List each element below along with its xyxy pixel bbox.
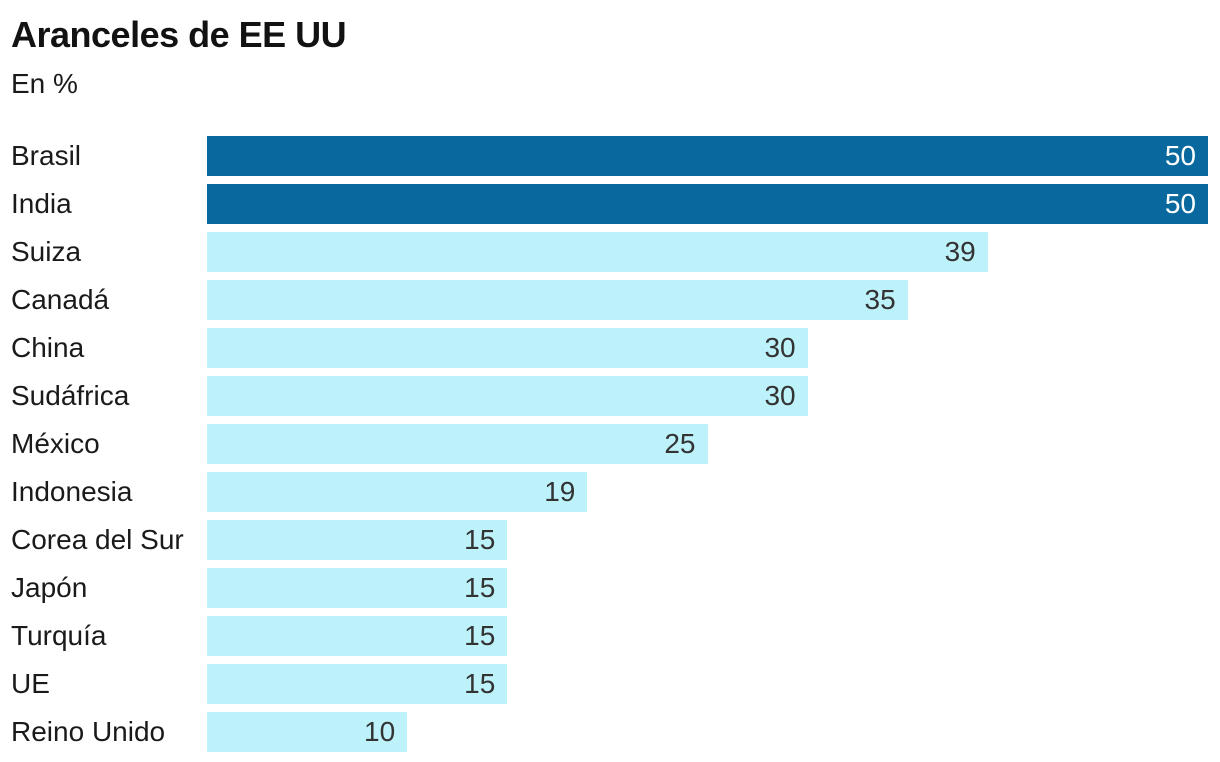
bar-track: 15 [207,616,1208,656]
chart-row: India 50 [0,184,1220,224]
value-label: 19 [544,476,576,507]
category-label: Indonesia [11,476,133,507]
chart-row: Canadá 35 [0,280,1220,320]
value-label: 25 [664,428,696,459]
chart-row: México 25 [0,424,1220,464]
bar-track: 15 [207,568,1208,608]
bar: 35 [207,280,908,320]
value-label: 50 [1164,188,1196,219]
bar: 19 [207,472,588,512]
category-label: Turquía [11,620,107,651]
category-label: India [11,188,72,219]
bar-chart: Brasil 50 India 50 Suiza 39 Canadá 35 China 30 Sud… [0,136,1220,752]
bar-track: 15 [207,664,1208,704]
chart-row: UE 15 [0,664,1220,704]
chart-row: Turquía 15 [0,616,1220,656]
bar: 15 [207,568,508,608]
category-label: Suiza [11,236,82,267]
chart-subtitle: En % [11,68,78,99]
value-label: 15 [464,524,496,555]
value-label: 15 [464,668,496,699]
category-label: México [11,428,100,459]
bar: 50 [207,184,1208,224]
bar: 39 [207,232,988,272]
chart-title: Aranceles de EE UU [11,14,347,55]
category-label: China [11,332,85,363]
chart-row: Japón 15 [0,568,1220,608]
value-label: 39 [944,236,976,267]
chart-row: Corea del Sur 15 [0,520,1220,560]
bar-track: 30 [207,328,1208,368]
bar: 30 [207,376,808,416]
category-label: Canadá [11,284,110,315]
bar: 50 [207,136,1208,176]
value-label: 30 [764,332,796,363]
value-label: 50 [1164,140,1196,171]
bar: 15 [207,664,508,704]
bar-track: 50 [207,184,1208,224]
bar-track: 30 [207,376,1208,416]
value-label: 15 [464,572,496,603]
bar-track: 50 [207,136,1208,176]
value-label: 35 [864,284,896,315]
bar-track: 35 [207,280,1208,320]
bar-track: 15 [207,520,1208,560]
bar-track: 10 [207,712,1208,752]
value-label: 15 [464,620,496,651]
category-label: UE [11,668,50,699]
category-label: Sudáfrica [11,380,130,411]
bar-track: 25 [207,424,1208,464]
category-label: Japón [11,572,88,603]
bar: 25 [207,424,708,464]
bar: 15 [207,616,508,656]
bar-track: 39 [207,232,1208,272]
chart-row: Indonesia 19 [0,472,1220,512]
category-label: Corea del Sur [11,524,184,555]
value-label: 10 [364,716,396,747]
chart-row: Sudáfrica 30 [0,376,1220,416]
chart-row: Brasil 50 [0,136,1220,176]
chart-row: Suiza 39 [0,232,1220,272]
bar: 15 [207,520,508,560]
chart-row: Reino Unido 10 [0,712,1220,752]
category-label: Brasil [11,140,82,171]
bar: 30 [207,328,808,368]
value-label: 30 [764,380,796,411]
bar-track: 19 [207,472,1208,512]
chart-row: China 30 [0,328,1220,368]
category-label: Reino Unido [11,716,166,747]
bar: 10 [207,712,408,752]
